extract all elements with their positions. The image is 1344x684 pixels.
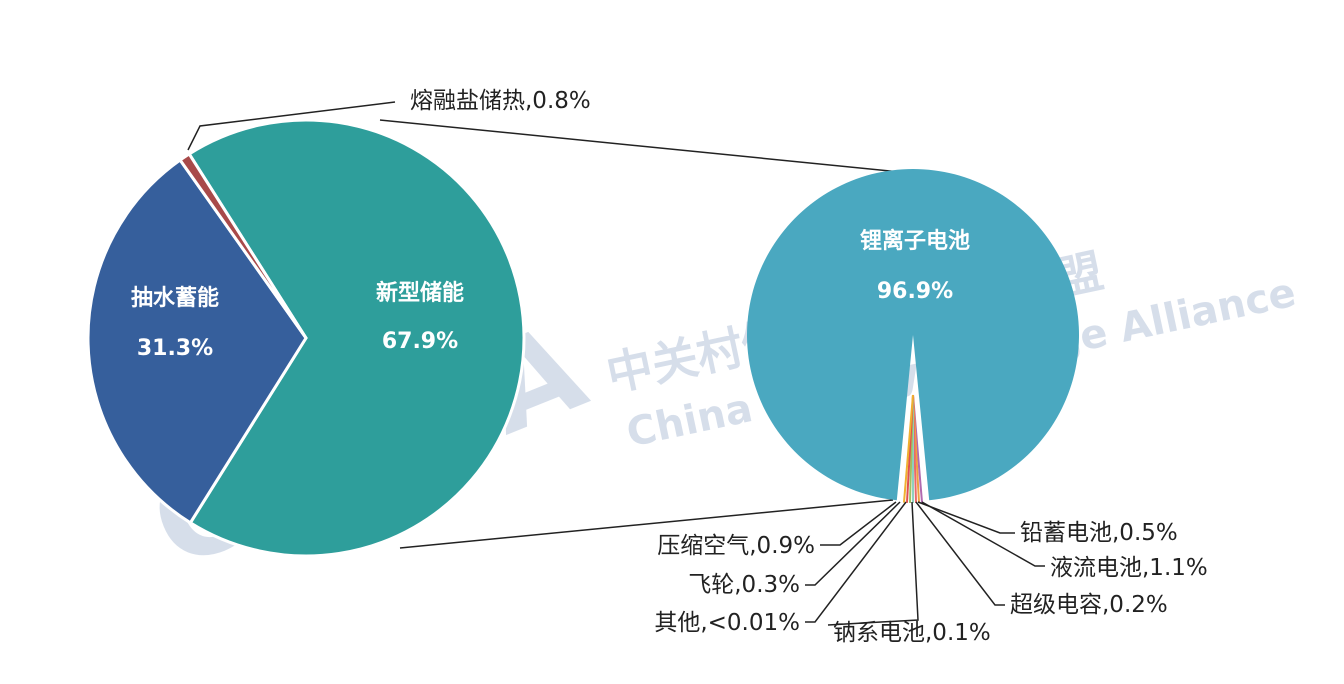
leader-sodium	[827, 501, 919, 626]
sub-slice-7	[902, 394, 914, 503]
secondary-pie	[747, 168, 1080, 503]
label-pumped-hydro-value: 31.3%	[137, 336, 213, 361]
leader-flywheel	[805, 501, 901, 586]
leader-molten-salt	[187, 101, 396, 151]
label-supercap: 超级电容,0.2%	[1010, 592, 1168, 618]
main-slice-1	[86, 157, 308, 525]
main-pie	[86, 118, 526, 558]
leader-lines	[187, 101, 1045, 626]
label-new-storage-name: 新型储能	[376, 280, 464, 306]
main-slice-2	[177, 151, 308, 339]
label-sodium: 钠系电池,0.1%	[833, 620, 991, 646]
leader-compressed-air	[820, 501, 897, 546]
leader-supercap	[915, 501, 1005, 606]
label-new-storage-value: 67.9%	[382, 329, 458, 354]
connector-top	[379, 119, 901, 173]
label-lead-acid: 铅蓄电池,0.5%	[1020, 520, 1178, 546]
labels: 抽水蓄能 31.3% 新型储能 67.9% 熔融盐储热,0.8% 锂离子电池 9…	[131, 88, 1208, 646]
leader-other	[805, 501, 907, 623]
label-pumped-hydro-name: 抽水蓄能	[131, 285, 219, 311]
label-lithium-value: 96.9%	[877, 279, 953, 304]
label-lithium-name: 锂离子电池	[860, 228, 970, 254]
label-other: 其他,<0.01%	[654, 610, 800, 636]
leader-lead-acid	[917, 501, 1015, 534]
main-slice-0	[187, 118, 526, 558]
label-compressed-air: 压缩空气,0.9%	[657, 533, 815, 559]
label-flywheel: 飞轮,0.3%	[688, 572, 800, 598]
connector-lines	[379, 119, 901, 549]
leader-flow	[921, 501, 1045, 567]
sub-slice-lithium	[747, 168, 1080, 501]
connector-bottom	[399, 499, 894, 549]
label-molten-salt: 熔融盐储热,0.8%	[410, 88, 591, 114]
label-flow: 液流电池,1.1%	[1050, 555, 1208, 581]
